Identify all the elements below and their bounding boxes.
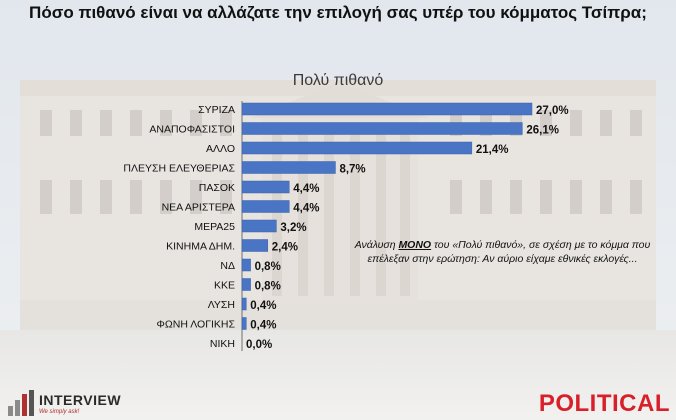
interview-logo: INTERVIEW We simply ask! <box>8 390 121 416</box>
bar <box>241 258 251 272</box>
bar <box>241 239 269 252</box>
data-label: 0,8% <box>255 281 281 293</box>
bar <box>241 317 247 330</box>
data-label: 0,4% <box>250 320 276 332</box>
data-label: 21,4% <box>476 144 509 156</box>
bar <box>241 141 473 155</box>
chart-subtitle: Πολύ πιθανό <box>292 72 384 89</box>
category-label: ΣΥΡΙΖΑ <box>198 104 235 116</box>
analysis-note: Ανάλυση ΜΟΝΟ του «Πολύ πιθανό», σε σχέση… <box>350 238 655 266</box>
category-label: ΚΙΝΗΜΑ ΔΗΜ. <box>166 241 235 253</box>
bar <box>241 278 251 291</box>
interview-logo-tagline: We simply ask! <box>39 409 80 415</box>
data-label: 4,4% <box>293 203 319 215</box>
bar <box>241 219 277 233</box>
data-label: 8,7% <box>339 164 365 176</box>
bar <box>241 161 336 174</box>
footer: INTERVIEW We simply ask! POLITICAL <box>0 382 676 420</box>
category-label: ΝΔ <box>220 260 235 272</box>
data-label: 26,1% <box>526 125 559 137</box>
chart-title: Πόσο πιθανό είναι να αλλάζατε την επιλογ… <box>29 3 647 22</box>
data-label: 4,4% <box>293 183 319 195</box>
data-label: 2,4% <box>272 242 298 254</box>
political-logo: POLITICAL <box>538 390 670 417</box>
bar <box>241 122 523 135</box>
bar <box>241 102 533 116</box>
category-label: ΜΕΡΑ25 <box>194 221 235 233</box>
interview-logo-name: INTERVIEW <box>39 392 122 408</box>
bar <box>241 200 290 213</box>
category-label: ΚΚΕ <box>214 280 235 292</box>
note-prefix: Ανάλυση <box>354 239 399 251</box>
category-label: ΦΩΝΗ ΛΟΓΙΚΗΣ <box>157 319 236 331</box>
data-label: 0,4% <box>250 300 276 312</box>
category-label: ΑΛΛΟ <box>206 143 235 155</box>
category-label: ΛΥΣΗ <box>208 299 235 311</box>
data-label: 0,0% <box>246 339 272 351</box>
data-label: 3,2% <box>280 222 306 234</box>
category-label: ΠΑΣΟΚ <box>199 182 235 194</box>
interview-bars-icon <box>8 390 34 416</box>
category-label: ΝΙΚΗ <box>210 338 235 350</box>
category-label: ΠΛΕΥΣΗ ΕΛΕΥΘΕΡΙΑΣ <box>123 163 235 175</box>
category-label: ΝΕΑ ΑΡΙΣΤΕΡΑ <box>162 202 235 214</box>
category-label: ΑΝΑΠΟΦΑΣΙΣΤΟΙ <box>149 124 235 136</box>
data-label: 0,8% <box>255 261 281 273</box>
note-suffix: του «Πολύ πιθανό», σε σχέση με το κόμμα … <box>367 239 651 265</box>
note-emphasis: ΜΟΝΟ <box>398 239 432 251</box>
bar <box>241 180 290 194</box>
data-label: 27,0% <box>536 105 569 117</box>
bar <box>241 297 247 311</box>
